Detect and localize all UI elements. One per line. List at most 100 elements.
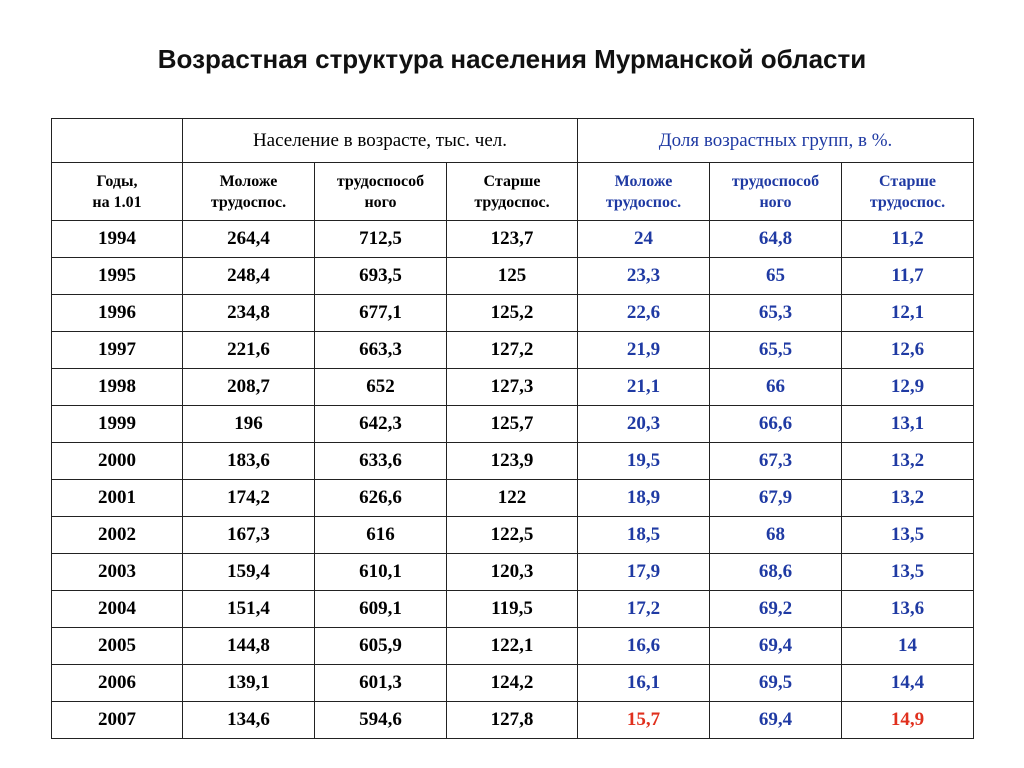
cell-pct-work: 66,6 — [709, 405, 842, 443]
cell-pop-young: 221,6 — [182, 331, 315, 369]
cell-pct-old: 13,2 — [841, 442, 974, 480]
table-row: 1999 196 642,3 125,7 20,3 66,6 13,1 — [51, 405, 974, 443]
cell-year: 1995 — [51, 257, 183, 295]
cell-year: 1998 — [51, 368, 183, 406]
cell-pct-old: 12,1 — [841, 294, 974, 332]
cell-pop-work: 601,3 — [314, 664, 447, 702]
cell-pop-old: 122,1 — [446, 627, 578, 665]
cell-pop-work: 693,5 — [314, 257, 447, 295]
col-header-pop-old: Старше трудоспос. — [446, 162, 578, 221]
table-row: 2007 134,6 594,6 127,8 15,7 69,4 14,9 — [51, 701, 974, 739]
table-row: 2004 151,4 609,1 119,5 17,2 69,2 13,6 — [51, 590, 974, 628]
cell-pop-young: 208,7 — [182, 368, 315, 406]
cell-year: 2002 — [51, 516, 183, 554]
cell-pop-young: 167,3 — [182, 516, 315, 554]
cell-pct-old: 13,1 — [841, 405, 974, 443]
table-row: 1996 234,8 677,1 125,2 22,6 65,3 12,1 — [51, 294, 974, 332]
table-row: 1997 221,6 663,3 127,2 21,9 65,5 12,6 — [51, 331, 974, 369]
cell-pop-work: 609,1 — [314, 590, 447, 628]
table-row: 1995 248,4 693,5 125 23,3 65 11,7 — [51, 257, 974, 295]
cell-pop-young: 196 — [182, 405, 315, 443]
cell-pct-old: 14,4 — [841, 664, 974, 702]
cell-year: 2007 — [51, 701, 183, 739]
col-header-pct-work: трудоспособ ного — [709, 162, 842, 221]
cell-pct-old: 13,5 — [841, 516, 974, 554]
cell-pct-old: 12,6 — [841, 331, 974, 369]
cell-pop-work: 642,3 — [314, 405, 447, 443]
table-row: 2006 139,1 601,3 124,2 16,1 69,5 14,4 — [51, 664, 974, 702]
cell-year: 2001 — [51, 479, 183, 517]
cell-year: 2004 — [51, 590, 183, 628]
column-header-row: Годы, на 1.01 Моложе трудоспос. трудоспосо… — [51, 162, 974, 221]
cell-pop-old: 123,9 — [446, 442, 578, 480]
cell-year: 2005 — [51, 627, 183, 665]
cell-pop-old: 125 — [446, 257, 578, 295]
cell-pct-young: 16,1 — [577, 664, 710, 702]
cell-pct-work: 69,4 — [709, 701, 842, 739]
cell-pct-young: 17,2 — [577, 590, 710, 628]
cell-pop-old: 125,7 — [446, 405, 578, 443]
cell-pct-work: 69,5 — [709, 664, 842, 702]
col-header-pct-young: Моложе трудоспос. — [577, 162, 710, 221]
cell-pop-young: 134,6 — [182, 701, 315, 739]
cell-pop-young: 183,6 — [182, 442, 315, 480]
cell-pct-young: 18,5 — [577, 516, 710, 554]
cell-pop-work: 616 — [314, 516, 447, 554]
cell-pop-old: 123,7 — [446, 220, 578, 258]
table-row: 2005 144,8 605,9 122,1 16,6 69,4 14 — [51, 627, 974, 665]
cell-pop-work: 594,6 — [314, 701, 447, 739]
cell-pop-old: 125,2 — [446, 294, 578, 332]
cell-year: 2003 — [51, 553, 183, 591]
cell-year: 2000 — [51, 442, 183, 480]
cell-pct-young: 21,1 — [577, 368, 710, 406]
cell-pop-work: 605,9 — [314, 627, 447, 665]
cell-pct-young: 16,6 — [577, 627, 710, 665]
table-row: 1998 208,7 652 127,3 21,1 66 12,9 — [51, 368, 974, 406]
age-structure-table: Население в возрасте, тыс. чел. Доля воз… — [51, 118, 974, 739]
cell-year: 1996 — [51, 294, 183, 332]
cell-pct-young: 15,7 — [577, 701, 710, 739]
cell-pop-work: 712,5 — [314, 220, 447, 258]
cell-pop-young: 248,4 — [182, 257, 315, 295]
cell-pct-work: 68 — [709, 516, 842, 554]
table-row: 1994 264,4 712,5 123,7 24 64,8 11,2 — [51, 220, 974, 258]
group-header-shares: Доля возрастных групп, в %. — [577, 118, 974, 163]
cell-pop-young: 264,4 — [182, 220, 315, 258]
cell-pct-old: 14 — [841, 627, 974, 665]
cell-pct-young: 18,9 — [577, 479, 710, 517]
table-row: 2000 183,6 633,6 123,9 19,5 67,3 13,2 — [51, 442, 974, 480]
cell-pop-old: 120,3 — [446, 553, 578, 591]
cell-pct-old: 14,9 — [841, 701, 974, 739]
cell-pct-work: 65,3 — [709, 294, 842, 332]
cell-pct-work: 68,6 — [709, 553, 842, 591]
cell-year: 2006 — [51, 664, 183, 702]
cell-pct-old: 13,5 — [841, 553, 974, 591]
cell-pop-old: 127,3 — [446, 368, 578, 406]
cell-pop-work: 610,1 — [314, 553, 447, 591]
cell-pop-young: 174,2 — [182, 479, 315, 517]
group-header-row: Население в возрасте, тыс. чел. Доля воз… — [51, 118, 974, 163]
col-header-pop-young: Моложе трудоспос. — [182, 162, 315, 221]
cell-pct-young: 22,6 — [577, 294, 710, 332]
cell-pct-young: 21,9 — [577, 331, 710, 369]
cell-pct-old: 13,2 — [841, 479, 974, 517]
cell-pop-work: 652 — [314, 368, 447, 406]
cell-pop-young: 144,8 — [182, 627, 315, 665]
cell-pct-work: 65,5 — [709, 331, 842, 369]
col-header-years: Годы, на 1.01 — [51, 162, 183, 221]
cell-pop-work: 677,1 — [314, 294, 447, 332]
table-row: 2003 159,4 610,1 120,3 17,9 68,6 13,5 — [51, 553, 974, 591]
page-title: Возрастная структура населения Мурманско… — [157, 44, 867, 74]
cell-pop-work: 663,3 — [314, 331, 447, 369]
cell-pct-old: 13,6 — [841, 590, 974, 628]
cell-pct-young: 24 — [577, 220, 710, 258]
group-header-population: Население в возрасте, тыс. чел. — [182, 118, 578, 163]
cell-pct-work: 67,3 — [709, 442, 842, 480]
cell-pct-work: 67,9 — [709, 479, 842, 517]
col-header-pop-work: трудоспособ ного — [314, 162, 447, 221]
cell-pop-young: 159,4 — [182, 553, 315, 591]
cell-pct-old: 12,9 — [841, 368, 974, 406]
cell-pct-old: 11,2 — [841, 220, 974, 258]
cell-pct-young: 19,5 — [577, 442, 710, 480]
cell-year: 1999 — [51, 405, 183, 443]
